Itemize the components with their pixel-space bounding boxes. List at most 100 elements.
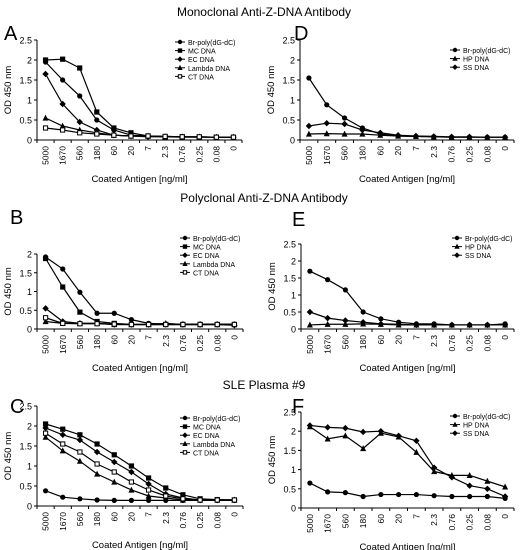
data-point [162,133,168,140]
data-point [484,485,491,492]
data-point [214,321,220,328]
legend-marker [182,440,188,446]
data-point [94,441,100,447]
y-tick-label: 1.5 [19,442,32,452]
data-point [359,319,367,326]
y-tick-label: 1.5 [283,446,296,456]
data-point [325,489,331,495]
series-br-poly-dg-dc [306,75,508,140]
y-tick-label: 1 [291,465,296,475]
section-title-monoclonal: Monoclonal Anti-Z-DNA Antibody [176,5,352,19]
data-point [395,321,402,328]
legend-marker [452,421,458,427]
legend-marker [182,424,188,429]
data-point [307,480,313,486]
data-point [448,474,456,481]
x-tick-label: 0.76 [177,146,187,163]
y-axis-title: OD 450 nm [3,432,14,481]
x-tick-label: 0.08 [212,512,222,529]
panel-letter: D [294,23,308,45]
x-axis-title: Coated Antigen [ng/ml] [92,363,188,374]
legend-marker [452,47,458,53]
y-tick-label: 0.5 [19,306,32,316]
x-tick-label: 2.3 [429,335,439,347]
y-axis-title: OD 450 nm [266,66,277,115]
chart-panel-d: D 0 0.5 1 1.5 2 2.5 5000 1670 560 180 60 20 7 2.3 0.76 0… [266,23,515,185]
data-point [466,482,473,489]
panel-letter: B [10,207,23,229]
data-point [94,131,100,137]
data-point [180,321,186,328]
y-tick-label: 1.5 [19,268,32,278]
x-tick-label: 5000 [305,514,315,533]
x-tick-label: 560 [340,146,350,160]
x-tick-label: 560 [75,512,85,526]
x-axis-title: Coated Antigen [ng/ml] [359,363,455,374]
data-point [448,133,455,140]
data-point [466,133,473,140]
data-point [128,468,135,476]
y-axis-title: OD 450 nm [3,267,14,316]
x-axis-title: Coated Antigen [ng/ml] [359,174,455,185]
series-line [45,127,234,138]
data-point [341,115,348,121]
data-point [77,309,83,315]
data-point [196,134,202,140]
data-point [501,321,509,329]
y-tick-label: 2 [27,250,32,260]
data-point [42,430,49,436]
data-point [128,479,135,485]
y-tick-label: 2 [27,422,32,432]
x-tick-label: 2.3 [160,146,170,158]
x-tick-label: 20 [126,146,136,156]
y-tick-label: 0.5 [19,482,32,492]
data-point [42,114,49,121]
legend-marker [452,55,458,61]
data-point [77,289,83,295]
x-tick-label: 0.25 [195,335,205,352]
legend-marker [182,260,188,266]
legend-label: CT DNA [193,270,219,277]
legend-marker [454,243,460,249]
y-tick-label: 0.5 [19,116,32,126]
data-point [77,65,83,71]
data-point [430,321,438,329]
x-tick-label: 20 [394,514,404,524]
series-br-poly-dg-dc [307,480,508,501]
legend-label: Lambda DNA [193,442,235,449]
y-tick-label: 0 [290,136,295,146]
legend-label: Br-poly(dG-dC) [463,414,510,421]
x-tick-label: 0.25 [194,146,204,163]
x-tick-label: 5000 [41,335,51,354]
data-point [77,321,83,327]
y-tick-label: 1 [290,96,295,106]
data-point [145,492,152,499]
data-point [42,70,49,78]
x-tick-label: 0.25 [195,512,205,529]
data-point [163,493,169,499]
x-tick-label: 180 [358,514,368,528]
data-point [466,471,473,478]
data-point [394,132,402,139]
x-tick-label: 180 [358,335,368,349]
data-point [324,320,331,327]
data-point [59,431,66,438]
data-point [42,255,49,262]
legend-marker [177,39,183,45]
data-point [306,75,312,81]
x-tick-label: 0.25 [465,335,475,352]
data-point [305,122,313,130]
x-tick-label: 0 [500,335,510,340]
data-point [360,445,367,452]
legend-label: MC DNA [193,425,221,432]
series-line [45,432,235,501]
data-point [42,305,49,312]
data-point [111,469,117,475]
data-point [76,436,84,444]
data-point [306,308,314,316]
data-point [360,309,366,315]
y-tick-label: 0.5 [283,484,296,494]
